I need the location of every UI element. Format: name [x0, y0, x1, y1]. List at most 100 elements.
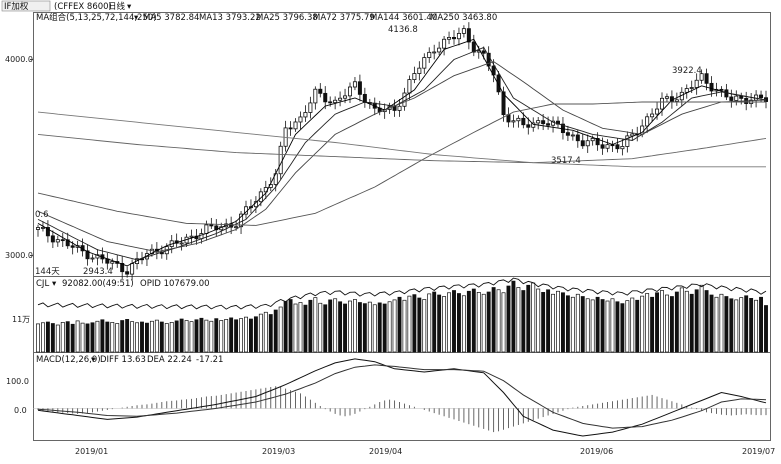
- volume-bar-up: [95, 320, 100, 353]
- volume-bar-up: [551, 293, 555, 353]
- candle-down: [125, 271, 130, 275]
- volume-bars-layer: [36, 277, 768, 353]
- volume-bar-down: [546, 289, 551, 353]
- volume-bar-down: [328, 299, 333, 353]
- volume-bar-down: [234, 319, 239, 353]
- volume-bar-down: [362, 303, 367, 353]
- volume-bar-down: [199, 317, 204, 353]
- volume-bar-up: [60, 322, 65, 353]
- candle-up: [95, 254, 100, 259]
- volume-bar-up: [244, 316, 248, 353]
- candle-down: [526, 124, 531, 128]
- candle-up: [437, 47, 442, 53]
- tab-label[interactable]: IF加权: [4, 1, 29, 12]
- candle-up: [630, 133, 635, 137]
- candle-up: [313, 88, 318, 104]
- candle-up: [90, 257, 95, 260]
- volume-bar-up: [184, 320, 189, 353]
- ma-line-ma144: [37, 133, 767, 164]
- volume-bar-down: [457, 293, 461, 353]
- volume-bar-down: [561, 292, 565, 353]
- volume-bar-up: [348, 300, 352, 353]
- time-label-2019-01: 2019/01: [75, 447, 108, 456]
- left-partial-annotation: 0.6: [35, 210, 49, 220]
- volume-bar-up: [679, 287, 684, 353]
- volume-bar-down: [709, 294, 714, 353]
- tab-box[interactable]: [1, 0, 51, 12]
- volume-bar-down: [179, 318, 184, 353]
- opid-line: [37, 277, 767, 310]
- second-high-annotation: 3922.4: [672, 66, 702, 76]
- chevron-down-icon[interactable]: ▾: [134, 13, 139, 23]
- volume-bar-up: [630, 297, 635, 353]
- price-panel-frame: [33, 12, 771, 277]
- volume-bar-up: [531, 282, 536, 353]
- volume-bar-down: [759, 296, 763, 353]
- chevron-down-icon[interactable]: ▾: [52, 279, 57, 289]
- candle-up: [427, 51, 432, 58]
- candle-down: [50, 235, 55, 243]
- candle-up: [660, 97, 665, 110]
- volume-bar-up: [590, 299, 595, 353]
- candle-down: [288, 127, 293, 130]
- volume-bar-down: [620, 303, 625, 353]
- volume-bar-down: [283, 301, 288, 353]
- ma-line-ma72: [37, 101, 766, 226]
- macd-header[interactable]: MACD(12,26,9): [36, 355, 101, 365]
- volume-bar-up: [739, 297, 744, 353]
- volume-bar-down: [466, 290, 471, 353]
- volume-bar-down: [511, 280, 516, 353]
- volume-bar-up: [481, 293, 486, 353]
- candle-down: [496, 74, 501, 93]
- ma-line-ma13: [37, 46, 767, 261]
- volume-bar-down: [100, 319, 105, 353]
- macd-diff: DIFF 13.63: [100, 355, 146, 365]
- volume-bar-down: [565, 295, 570, 353]
- volume-header[interactable]: CJL: [36, 279, 49, 289]
- candle-up: [308, 102, 313, 113]
- volume-bar-down: [764, 305, 768, 353]
- volume-bar-up: [645, 293, 650, 353]
- candle-up: [447, 37, 452, 40]
- chevron-down-icon[interactable]: ▾: [127, 2, 132, 12]
- volume-bar-down: [749, 298, 754, 353]
- candle-up: [179, 242, 184, 245]
- volume-bar-up: [585, 298, 590, 353]
- volume-bar-up: [263, 311, 268, 353]
- ma-line-ma25: [37, 61, 767, 253]
- volume-bar-up: [204, 319, 209, 353]
- days-label: 144天: [35, 267, 60, 277]
- price-tick-4000: 4000.0: [5, 55, 33, 64]
- volume-bar-down: [194, 319, 199, 353]
- candle-down: [328, 101, 333, 104]
- candle-down: [65, 239, 70, 247]
- volume-bar-down: [744, 295, 749, 353]
- candle-down: [615, 144, 620, 150]
- candle-down: [45, 227, 50, 237]
- ma-group-label[interactable]: MA组合(5,13,25,72,144,250): [36, 12, 157, 23]
- macd-tick-100: 100.0: [6, 377, 29, 386]
- volume-bar-up: [149, 320, 154, 353]
- price-axis: 4000.0 3000.0: [5, 55, 33, 260]
- volume-bar-down: [273, 309, 278, 353]
- candle-down: [318, 88, 323, 94]
- moving-average-layer: [37, 38, 767, 267]
- candle-up: [664, 96, 669, 99]
- ma5-readout: MA5 3782.84: [143, 13, 199, 23]
- macd-panel-frame: [33, 352, 771, 441]
- volume-bar-down: [65, 321, 70, 353]
- candle-down: [481, 50, 486, 54]
- volume-bar-down: [417, 297, 422, 353]
- chevron-down-icon[interactable]: ▾: [91, 355, 96, 365]
- volume-bar-down: [45, 321, 50, 353]
- cjl-value: 92082.00(49:51): [62, 279, 134, 289]
- volume-bar-down: [323, 304, 328, 353]
- candle-up: [684, 88, 689, 93]
- candle-up: [432, 51, 437, 54]
- period-label[interactable]: 日线: [108, 1, 126, 12]
- volume-bar-up: [605, 300, 610, 353]
- candle-up: [303, 112, 308, 118]
- volume-bar-down: [412, 294, 417, 353]
- ma-line-ma5: [37, 38, 767, 267]
- ma25-readout: MA25 3796.38: [256, 13, 318, 23]
